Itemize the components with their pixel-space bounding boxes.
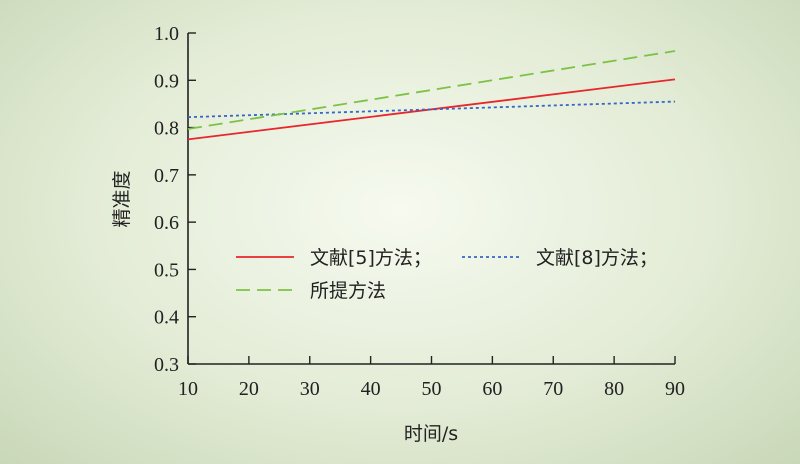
x-tick-label: 90 bbox=[665, 378, 685, 400]
x-axis-title: 时间/s bbox=[404, 423, 458, 445]
y-tick-label: 0.8 bbox=[154, 118, 179, 140]
x-tick-label: 60 bbox=[482, 378, 502, 400]
x-tick-label: 70 bbox=[543, 378, 563, 400]
x-tick-label: 10 bbox=[178, 378, 198, 400]
y-tick-label: 0.9 bbox=[154, 70, 179, 92]
legend-label-3: 所提方法 bbox=[310, 280, 386, 302]
legend-label-2: 文献[8]方法； bbox=[536, 247, 658, 269]
y-tick-label: 0.6 bbox=[154, 212, 179, 234]
y-tick-label: 0.7 bbox=[154, 165, 179, 187]
x-tick-label: 80 bbox=[604, 378, 624, 400]
plot-lines bbox=[187, 50, 676, 141]
series-line-3 bbox=[187, 50, 676, 130]
legend: 文献[5]方法； 文献[8]方法； 所提方法 bbox=[236, 247, 658, 302]
x-tick-label: 50 bbox=[422, 378, 442, 400]
x-tick-label: 20 bbox=[239, 378, 259, 400]
legend-label-1: 文献[5]方法； bbox=[310, 247, 432, 269]
series-line-1 bbox=[187, 78, 676, 141]
axes: 10 20 30 40 50 60 70 80 90 0.3 0.4 0.5 0.6 0.7 0.8 0.9 1… bbox=[154, 23, 685, 400]
y-axis-title: 精准度 bbox=[111, 170, 133, 227]
y-tick-label: 1.0 bbox=[154, 23, 179, 45]
y-tick-label: 0.5 bbox=[154, 259, 179, 281]
x-tick-label: 30 bbox=[300, 378, 320, 400]
y-tick-label: 0.3 bbox=[154, 354, 179, 376]
y-tick-label: 0.4 bbox=[154, 307, 179, 329]
x-tick-label: 40 bbox=[361, 378, 381, 400]
